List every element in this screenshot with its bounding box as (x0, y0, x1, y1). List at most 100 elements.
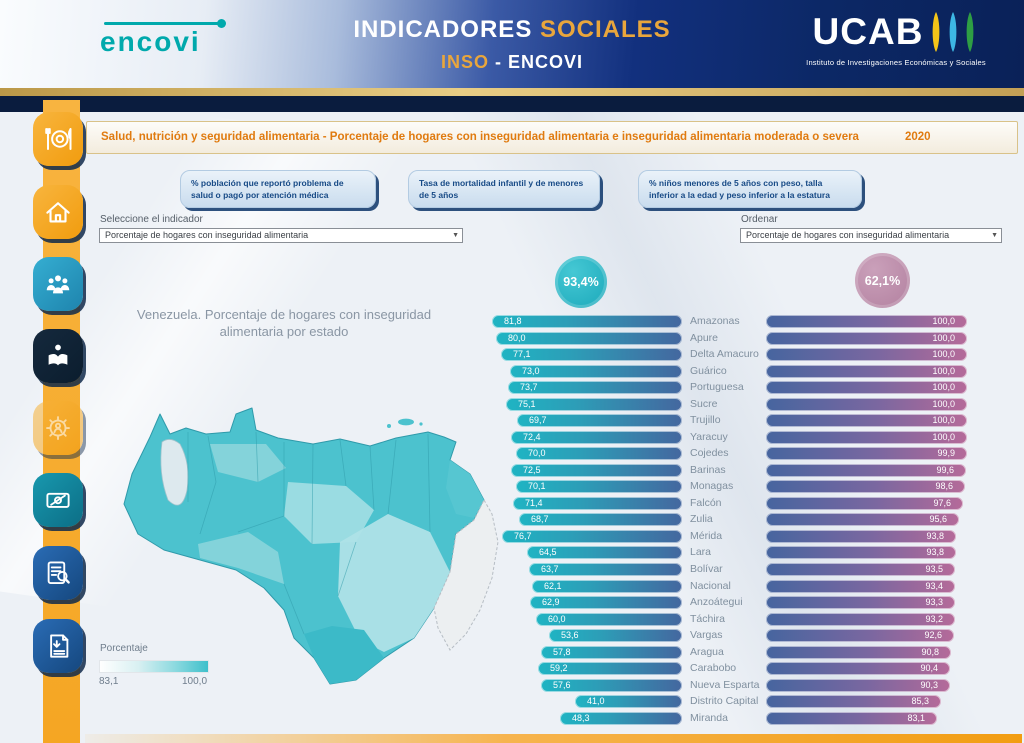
left-bar-aragua[interactable]: 57,8 (541, 645, 682, 659)
right-bar-aragua[interactable]: 90,8 (766, 645, 951, 659)
sidebar-item-download[interactable] (33, 619, 83, 673)
title-indicadores: INDICADORES (353, 16, 533, 43)
encovi-logo-text: encovi (100, 26, 201, 57)
left-bar-monagas[interactable]: 70,1 (516, 480, 682, 494)
left-bar-cojedes[interactable]: 70,0 (516, 447, 682, 461)
sidebar-item-home[interactable] (33, 185, 83, 239)
state-label: Falcón (690, 496, 722, 509)
left-bar-nacional[interactable]: 62,1 (532, 579, 682, 593)
right-bar-t-chira[interactable]: 93,2 (766, 612, 955, 626)
left-bar-falc-n[interactable]: 71,4 (513, 496, 682, 510)
venezuela-choropleth-map[interactable] (88, 378, 508, 696)
sidebar-item-population[interactable] (33, 257, 83, 311)
right-bar-yaracuy[interactable]: 100,0 (766, 430, 967, 444)
state-label: Trujillo (690, 414, 721, 427)
table-row: 57,6 Nueva Esparta 90,3 (490, 678, 970, 692)
table-row: 71,4 Falcón 97,6 (490, 496, 970, 510)
right-bar-vargas[interactable]: 92,6 (766, 629, 954, 643)
state-label: Carabobo (690, 662, 737, 675)
national-value-badge-pink: 62,1% (855, 253, 910, 308)
right-bar-lara[interactable]: 93,8 (766, 546, 956, 560)
right-bar-bol-var[interactable]: 93,5 (766, 562, 955, 576)
map-legend-gradient (99, 660, 209, 673)
right-bar-trujillo[interactable]: 100,0 (766, 414, 967, 428)
left-bar-m-rida[interactable]: 76,7 (502, 529, 682, 543)
right-bar-apure[interactable]: 100,0 (766, 331, 967, 345)
left-bar-yaracuy[interactable]: 72,4 (511, 430, 682, 444)
table-row: 53,6 Vargas 92,6 (490, 629, 970, 643)
right-bar-nueva-esparta[interactable]: 90,3 (766, 678, 950, 692)
left-bar-barinas[interactable]: 72,5 (511, 463, 682, 477)
sidebar-item-education[interactable] (33, 329, 83, 383)
right-bar-portuguesa[interactable]: 100,0 (766, 381, 967, 395)
sidebar-item-services[interactable] (33, 401, 83, 455)
indicator-select[interactable]: Porcentaje de hogares con inseguridad al… (99, 228, 463, 243)
sidebar-item-nutrition[interactable] (33, 112, 83, 166)
app-header: encovi INDICADORES SOCIALES INSO - ENCOV… (0, 0, 1024, 88)
left-bar-nueva-esparta[interactable]: 57,6 (541, 678, 682, 692)
sidebar-item-income[interactable] (33, 473, 83, 527)
state-apure (198, 532, 284, 584)
state-lara (210, 444, 286, 482)
ucab-logo: UCAB Instituto de Investigaciones Económ… (788, 10, 1004, 67)
right-bar-miranda[interactable]: 83,1 (766, 711, 937, 725)
tab-desnutricion-infantil[interactable]: % niños menores de 5 años con peso, tall… (638, 170, 862, 208)
state-label: Nacional (690, 579, 731, 592)
tab-mortalidad-infantil[interactable]: Tasa de mortalidad infantil y de menores… (408, 170, 600, 208)
table-row: 60,0 Táchira 93,2 (490, 612, 970, 626)
table-row: 62,1 Nacional 93,4 (490, 579, 970, 593)
right-bar-monagas[interactable]: 98,6 (766, 480, 965, 494)
left-bar-bol-var[interactable]: 63,7 (529, 562, 682, 576)
table-row: 41,0 Distrito Capital 85,3 (490, 695, 970, 709)
left-bar-trujillo[interactable]: 69,7 (517, 414, 682, 428)
right-bar-carabobo[interactable]: 90,4 (766, 662, 950, 676)
left-bar-sucre[interactable]: 75,1 (506, 397, 682, 411)
right-bar-amazonas[interactable]: 100,0 (766, 315, 967, 328)
left-bar-zulia[interactable]: 68,7 (519, 513, 682, 527)
left-bar-miranda[interactable]: 48,3 (560, 711, 682, 725)
person-reading-icon (48, 344, 68, 366)
left-bar-distrito-capital[interactable]: 41,0 (575, 695, 682, 709)
right-bar-cojedes[interactable]: 99,9 (766, 447, 967, 461)
left-bar-vargas[interactable]: 53,6 (549, 629, 682, 643)
left-bar-carabobo[interactable]: 59,2 (538, 662, 682, 676)
ucab-subtitle: Instituto de Investigaciones Económicas … (806, 58, 986, 67)
right-bar-gu-rico[interactable]: 100,0 (766, 364, 967, 378)
map-title: Venezuela. Porcentaje de hogares con ins… (136, 307, 432, 339)
order-select[interactable]: Porcentaje de hogares con inseguridad al… (740, 228, 1002, 243)
state-label: Guárico (690, 364, 727, 377)
left-bar-anzo-tegui[interactable]: 62,9 (530, 596, 682, 610)
right-bar-zulia[interactable]: 95,6 (766, 513, 959, 527)
page-title: INDICADORES SOCIALES INSO - ENCOVI (353, 16, 670, 73)
right-bar-distrito-capital[interactable]: 85,3 (766, 695, 941, 709)
sidebar-item-methodology[interactable] (33, 546, 83, 600)
bottom-accent-bar (85, 734, 1022, 743)
left-bar-lara[interactable]: 64,5 (527, 546, 682, 560)
tab-salud-atencion-medica[interactable]: % población que reportó problema de salu… (180, 170, 376, 208)
dashboard-title-bar: Salud, nutrición y seguridad alimentaria… (86, 121, 1018, 154)
table-row: 59,2 Carabobo 90,4 (490, 662, 970, 676)
right-bar-sucre[interactable]: 100,0 (766, 397, 967, 411)
meal-plate-icon (45, 128, 72, 150)
left-bar-gu-rico[interactable]: 73,0 (510, 364, 682, 378)
right-bar-falc-n[interactable]: 97,6 (766, 496, 963, 510)
state-label: Zulia (690, 513, 713, 526)
chevron-down-icon: ▼ (991, 232, 998, 239)
right-bar-anzo-tegui[interactable]: 93,3 (766, 596, 955, 610)
table-row: 70,0 Cojedes 99,9 (490, 447, 970, 461)
left-bar-apure[interactable]: 80,0 (496, 331, 682, 345)
state-label: Distrito Capital (690, 695, 759, 708)
left-bar-amazonas[interactable]: 81,8 (492, 315, 682, 328)
left-bar-t-chira[interactable]: 60,0 (536, 612, 682, 626)
right-bar-delta-amacuro[interactable]: 100,0 (766, 348, 967, 362)
right-bar-nacional[interactable]: 93,4 (766, 579, 955, 593)
map-legend-label: Porcentaje (100, 643, 148, 654)
right-bar-barinas[interactable]: 99,6 (766, 463, 966, 477)
state-bars-list: 81,8 Amazonas 100,0 80,0 Apure 100,0 77,1 Delta… (490, 315, 970, 728)
state-bolivar (338, 514, 450, 652)
document-download-icon (50, 634, 69, 658)
right-bar-m-rida[interactable]: 93,8 (766, 529, 956, 543)
left-bar-delta-amacuro[interactable]: 77,1 (501, 348, 682, 362)
table-row: 81,8 Amazonas 100,0 (490, 315, 970, 328)
left-bar-portuguesa[interactable]: 73,7 (508, 381, 682, 395)
